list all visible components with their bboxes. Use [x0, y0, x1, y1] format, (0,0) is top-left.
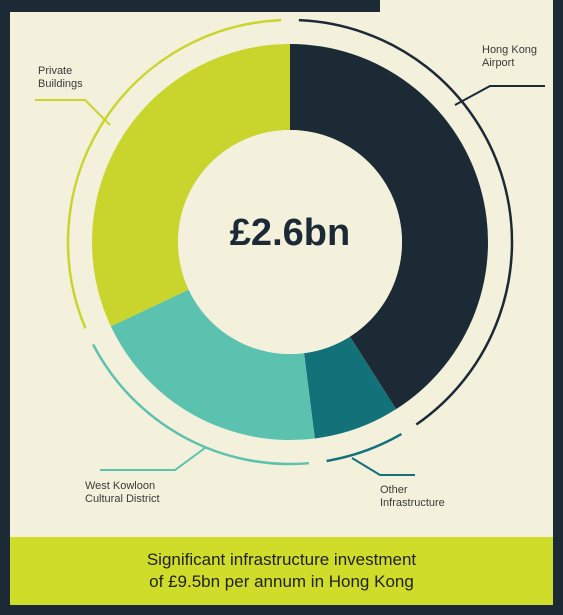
frame-bottom — [0, 605, 563, 615]
leader-line — [351, 457, 415, 476]
segment-label: West Kowloon Cultural District — [85, 480, 160, 505]
donut-segment — [304, 336, 397, 439]
top-bar — [0, 0, 380, 12]
donut-segment — [110, 289, 315, 440]
leader-line — [454, 85, 545, 106]
outer-arc — [66, 18, 282, 329]
frame-left — [0, 0, 10, 615]
donut-segment — [91, 44, 291, 327]
segment-label: Other Infrastructure — [380, 484, 445, 509]
segment-label: Hong Kong Airport — [482, 44, 538, 69]
leader-line — [35, 99, 111, 126]
donut-segment — [290, 44, 489, 410]
caption: Significant infrastructure investment of… — [10, 537, 553, 605]
outer-arc — [298, 18, 514, 426]
segment-label: Private Buildings — [38, 65, 83, 90]
donut-hole — [178, 130, 402, 354]
outer-arc — [326, 432, 402, 463]
frame-right — [553, 0, 563, 615]
center-label: £2.6bn — [229, 212, 351, 254]
outer-arc — [91, 343, 310, 466]
leader-line — [100, 447, 206, 471]
